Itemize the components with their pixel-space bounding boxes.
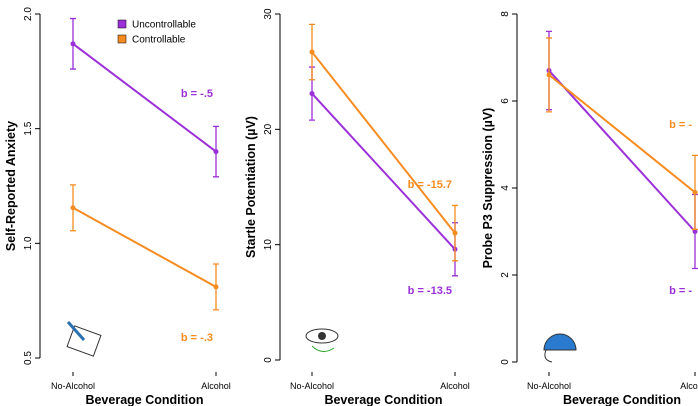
point — [214, 284, 219, 289]
annotation: b = -.3 — [181, 332, 213, 344]
legend-swatch — [118, 20, 126, 28]
point — [214, 149, 219, 154]
point — [71, 41, 76, 46]
point — [453, 231, 458, 236]
series-line — [549, 75, 695, 192]
point — [547, 72, 552, 77]
y-tick-label: 0 — [500, 359, 511, 365]
y-axis-title: Self-Reported Anxiety — [4, 121, 18, 251]
x-tick-label: Alcohol — [440, 381, 470, 391]
x-tick-label: No-Alcohol — [51, 381, 95, 391]
point — [693, 190, 698, 195]
y-tick-label: 6 — [500, 98, 511, 104]
series-line — [73, 208, 216, 287]
y-axis-title: Probe P3 Suppression (µV) — [481, 108, 495, 269]
legend-label: Uncontrollable — [132, 20, 196, 31]
point — [71, 205, 76, 210]
x-tick-label: No-Alcohol — [290, 381, 334, 391]
x-tick-label: No-Alcohol — [527, 381, 571, 391]
annotation: b = -.5 — [181, 88, 213, 100]
x-axis-title: Beverage Condition — [85, 393, 203, 406]
legend-swatch — [118, 35, 126, 43]
y-tick-label: 1.5 — [23, 121, 34, 135]
series-line — [549, 71, 695, 232]
icon-notepad — [67, 322, 101, 356]
x-axis-title: Beverage Condition — [563, 393, 681, 406]
y-axis-title: Startle Potentiation (µV) — [244, 116, 258, 258]
series-line — [312, 52, 455, 233]
y-tick-label: 20 — [263, 123, 274, 135]
x-tick-label: Alcohol — [201, 381, 231, 391]
y-tick-label: 2.0 — [23, 7, 34, 21]
y-tick-label: 0.5 — [23, 351, 34, 365]
icon-eeg-cap — [544, 334, 576, 362]
page: {"chart_data":[ {"type":"line","x_label"… — [0, 0, 698, 406]
x-tick-label: Alcohol — [680, 381, 698, 391]
annotation: b = -13.5 — [408, 285, 452, 297]
point — [310, 91, 315, 96]
y-tick-label: 30 — [263, 8, 274, 20]
y-tick-label: 8 — [500, 11, 511, 17]
y-tick-label: 1.0 — [23, 236, 34, 250]
legend-label: Controllable — [132, 35, 186, 46]
chart: 0.5 1.0 1.5 2.0 Self-Reported Anxiety No-Alco… — [0, 0, 698, 406]
annotation: b = - — [669, 285, 692, 297]
y-tick-label: 4 — [500, 185, 511, 191]
x-axis-title: Beverage Condition — [324, 393, 442, 406]
y-tick-label: 2 — [500, 272, 511, 278]
y-tick-label: 0 — [263, 357, 274, 363]
annotation: b = - — [669, 119, 692, 131]
y-tick-label: 10 — [263, 239, 274, 251]
icon-eye — [306, 329, 338, 352]
point — [310, 50, 315, 55]
series-line — [312, 94, 455, 250]
annotation: b = -15.7 — [408, 179, 452, 191]
